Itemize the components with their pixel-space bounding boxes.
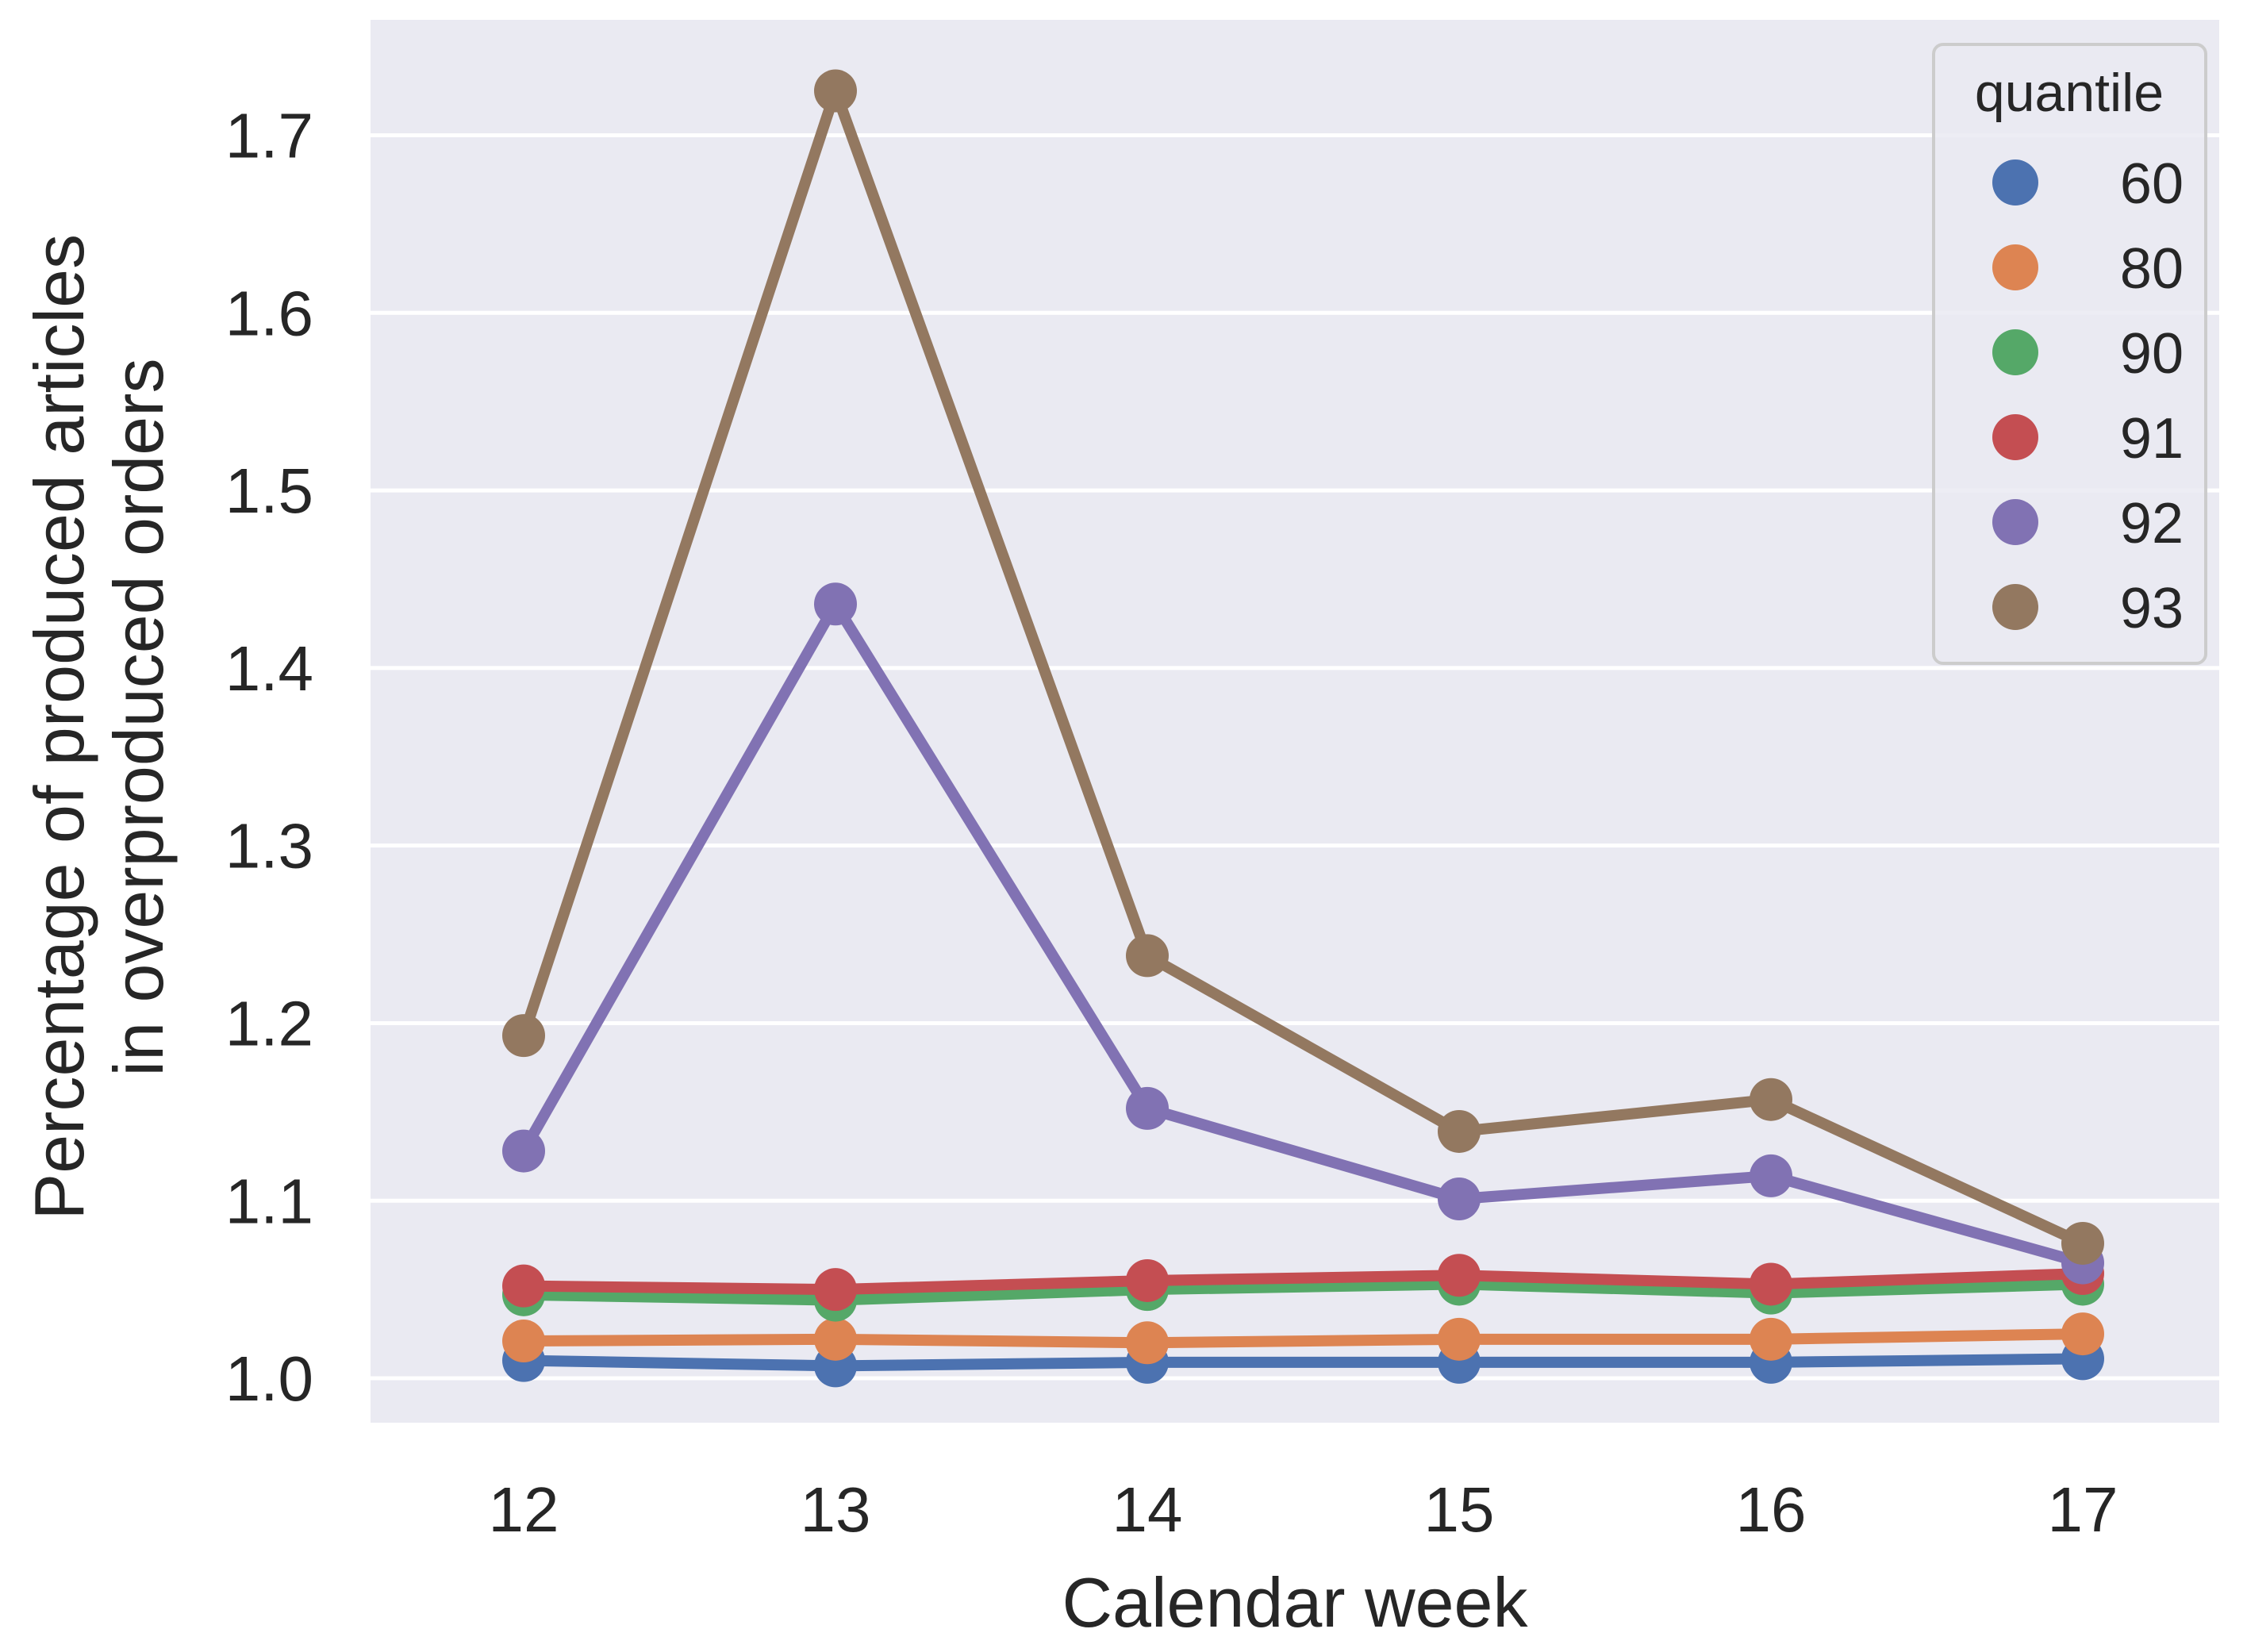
x-tick-label: 13 — [801, 1474, 871, 1545]
y-axis-label-line-2: in overproduced orders — [99, 359, 178, 1077]
legend-label-90: 90 — [2120, 322, 2184, 386]
legend-title: quantile — [1975, 63, 2164, 123]
x-tick-label: 16 — [1736, 1474, 1807, 1545]
data-point-93 — [1750, 1078, 1792, 1121]
x-tick-label: 12 — [489, 1474, 559, 1545]
x-tick-label: 15 — [1424, 1474, 1495, 1545]
x-tick-labels: 12 13 14 15 16 17 — [489, 1474, 2118, 1545]
data-point-80 — [502, 1320, 545, 1363]
data-point-92 — [1750, 1154, 1792, 1197]
data-point-80 — [2061, 1312, 2104, 1356]
legend-marker-90 — [1992, 329, 2038, 375]
series-line-80 — [518, 1328, 2088, 1349]
data-series — [502, 69, 2104, 1388]
legend-marker-60 — [1992, 159, 2038, 206]
gridlines — [371, 133, 2219, 1381]
series-line-93 — [518, 85, 2088, 1249]
data-point-91 — [502, 1264, 545, 1308]
y-axis-label-line-1: Percentage of produced articles — [20, 234, 98, 1220]
legend-label-93: 93 — [2120, 577, 2184, 640]
x-tick-label: 14 — [1112, 1474, 1183, 1545]
data-point-91 — [1126, 1258, 1169, 1302]
series-80 — [502, 1312, 2104, 1365]
y-tick-label: 1.4 — [225, 633, 313, 704]
y-tick-label: 1.6 — [225, 278, 313, 348]
data-point-93 — [1126, 934, 1169, 978]
x-tick-label: 17 — [2048, 1474, 2118, 1545]
data-point-93 — [2061, 1221, 2104, 1265]
series-93 — [502, 69, 2104, 1265]
plot-background — [371, 20, 2219, 1423]
series-line-92 — [518, 598, 2088, 1269]
data-point-92 — [1126, 1086, 1169, 1130]
series-line-60 — [518, 1353, 2088, 1372]
y-tick-label: 1.5 — [225, 455, 313, 526]
legend-label-92: 92 — [2120, 492, 2184, 555]
y-tick-label: 1.1 — [225, 1166, 313, 1236]
y-tick-label: 1.0 — [225, 1343, 313, 1414]
data-point-92 — [1438, 1178, 1481, 1221]
data-point-92 — [502, 1129, 545, 1173]
legend-marker-91 — [1992, 414, 2038, 460]
data-point-80 — [1750, 1317, 1792, 1361]
data-point-93 — [814, 69, 857, 113]
data-point-92 — [814, 582, 857, 626]
series-line-90 — [518, 1278, 2088, 1306]
legend: quantile 60 80 90 91 92 93 — [1932, 43, 2207, 665]
legend-items: 60 80 90 91 92 93 — [1992, 152, 2184, 640]
legend-label-91: 91 — [2120, 407, 2184, 471]
legend-marker-92 — [1992, 499, 2038, 545]
data-point-80 — [1126, 1321, 1169, 1365]
data-point-80 — [814, 1317, 857, 1361]
y-tick-label: 1.3 — [225, 811, 313, 882]
data-point-91 — [1438, 1254, 1481, 1297]
legend-marker-93 — [1992, 584, 2038, 630]
y-tick-label: 1.7 — [225, 100, 313, 171]
data-point-93 — [502, 1014, 545, 1058]
y-tick-labels: 1.0 1.1 1.2 1.3 1.4 1.5 1.6 1.7 — [225, 100, 313, 1414]
data-point-91 — [1750, 1262, 1792, 1306]
data-point-93 — [1438, 1109, 1481, 1153]
legend-label-80: 80 — [2120, 237, 2184, 301]
series-line-91 — [518, 1268, 2088, 1296]
series-91 — [502, 1252, 2104, 1312]
data-point-80 — [1438, 1317, 1481, 1361]
legend-label-60: 60 — [2120, 152, 2184, 216]
data-point-91 — [814, 1268, 857, 1312]
y-axis-label: Percentage of produced articles in overp… — [20, 215, 178, 1220]
y-tick-label: 1.2 — [225, 988, 313, 1058]
x-axis-label: Calendar week — [1062, 1563, 1529, 1642]
legend-marker-80 — [1992, 244, 2038, 290]
